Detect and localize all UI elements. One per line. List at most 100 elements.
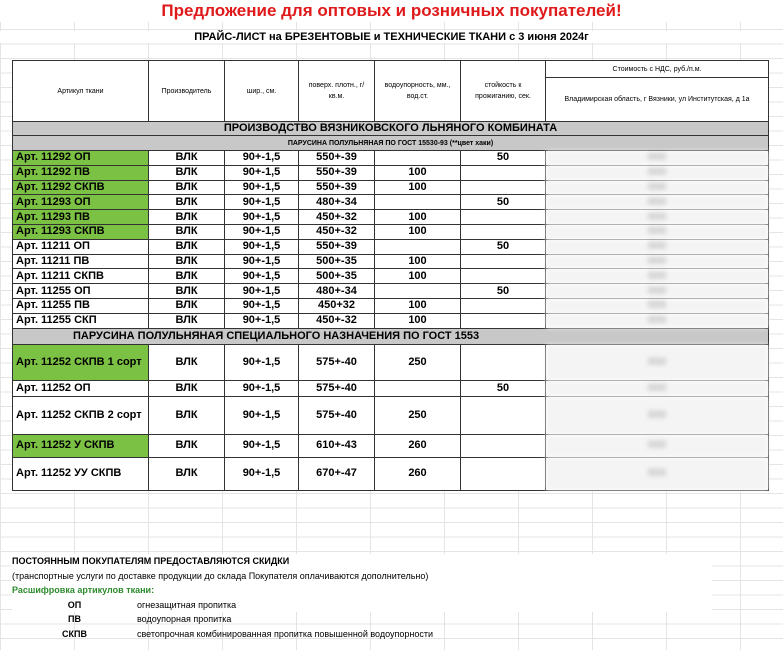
cell-burn: 50 (460, 150, 546, 166)
cell-price: 000 (545, 297, 769, 314)
cell-water: 100 (374, 223, 461, 240)
table-row: Арт. 11252 У СКПВ ВЛК 90+-1,5 610+-43 260 000 (12, 433, 769, 458)
subsection-title: ПАРУСИНА ПОЛУЛЬНЯНАЯ ПО ГОСТ 15530-93 (*… (12, 135, 769, 151)
cell-burn: 50 (460, 379, 546, 397)
cell-water: 100 (374, 209, 461, 225)
cell-price: 000 (545, 456, 769, 491)
cell-burn (460, 297, 546, 314)
cell-art: Арт. 11293 СКПВ (12, 223, 149, 240)
cell-density: 550+-39 (298, 179, 375, 196)
legend-code: ПВ (68, 614, 81, 624)
cell-art: Арт. 11292 ОП (12, 150, 149, 166)
cell-price: 000 (545, 179, 769, 196)
cell-width: 90+-1,5 (224, 238, 299, 255)
cell-maker: ВЛК (148, 194, 225, 211)
cell-price: 000 (545, 150, 769, 166)
subtitle: ПРАЙС-ЛИСТ на БРЕЗЕНТОВЫЕ и ТЕХНИЧЕСКИЕ … (0, 31, 783, 43)
cell-density: 500+-35 (298, 268, 375, 285)
price-table: Артикул ткани Производитель шир., см. по… (12, 60, 769, 491)
cell-price: 000 (545, 194, 769, 211)
cell-water: 100 (374, 268, 461, 285)
cell-price: 000 (545, 312, 769, 329)
cell-density: 450+-32 (298, 209, 375, 225)
cell-art: Арт. 11252 СКПВ 1 сорт (12, 343, 149, 381)
cell-water (374, 194, 461, 211)
cell-burn (460, 268, 546, 285)
table-row: Арт. 11252 СКПВ 1 сорт ВЛК 90+-1,5 575+-40 2… (12, 343, 769, 381)
cell-maker: ВЛК (148, 433, 225, 458)
cell-width: 90+-1,5 (224, 253, 299, 270)
cell-water (374, 150, 461, 166)
cell-maker: ВЛК (148, 283, 225, 299)
header-location: Владимирская область, г Вязники, ул Инст… (545, 77, 769, 122)
header-article: Артикул ткани (12, 60, 149, 122)
table-row: Арт. 11252 ОП ВЛК 90+-1,5 575+-40 50 000 (12, 379, 769, 397)
cell-width: 90+-1,5 (224, 379, 299, 397)
cell-width: 90+-1,5 (224, 343, 299, 381)
cell-price: 000 (545, 268, 769, 285)
cell-maker: ВЛК (148, 343, 225, 381)
table-row: Арт. 11252 СКПВ 2 сорт ВЛК 90+-1,5 575+-40 2… (12, 395, 769, 435)
cell-water: 100 (374, 253, 461, 270)
cell-water: 100 (374, 164, 461, 181)
cell-burn: 50 (460, 283, 546, 299)
cell-art: Арт. 11292 ПВ (12, 164, 149, 181)
cell-art: Арт. 11292 СКПВ (12, 179, 149, 196)
cell-price: 000 (545, 209, 769, 225)
cell-density: 610+-43 (298, 433, 375, 458)
cell-price: 000 (545, 379, 769, 397)
cell-maker: ВЛК (148, 253, 225, 270)
cell-maker: ВЛК (148, 223, 225, 240)
cell-width: 90+-1,5 (224, 433, 299, 458)
cell-maker: ВЛК (148, 209, 225, 225)
cell-density: 550+-39 (298, 164, 375, 181)
cell-price: 000 (545, 283, 769, 299)
cell-price: 000 (545, 223, 769, 240)
table-row: Арт. 11255 ПВ ВЛК 90+-1,5 450+32 100 000 (12, 297, 769, 314)
table-row: Арт. 11292 ПВ ВЛК 90+-1,5 550+-39 100 000 (12, 164, 769, 181)
cell-width: 90+-1,5 (224, 194, 299, 211)
cell-water: 100 (374, 312, 461, 329)
cell-maker: ВЛК (148, 268, 225, 285)
cell-art: Арт. 11252 УУ СКПВ (12, 456, 149, 491)
cell-burn (460, 312, 546, 329)
cell-maker: ВЛК (148, 456, 225, 491)
cell-art: Арт. 11255 СКП (12, 312, 149, 329)
cell-price: 000 (545, 164, 769, 181)
cell-price: 000 (545, 238, 769, 255)
cell-density: 575+-40 (298, 343, 375, 381)
notes: ПОСТОЯННЫМ ПОКУПАТЕЛЯМ ПРЕДОСТАВЛЯЮТСЯ С… (12, 554, 712, 639)
cell-art: Арт. 11211 ОП (12, 238, 149, 255)
cell-price: 000 (545, 433, 769, 458)
cell-art: Арт. 11255 ОП (12, 283, 149, 299)
section-title: ПАРУСИНА ПОЛУЛЬНЯНАЯ СПЕЦИАЛЬНОГО НАЗНАЧ… (12, 327, 769, 345)
header-density: поверх. плотн., г/кв.м. (298, 60, 375, 122)
cell-water (374, 238, 461, 255)
cell-density: 500+-35 (298, 253, 375, 270)
cell-burn (460, 179, 546, 196)
cell-art: Арт. 11293 ОП (12, 194, 149, 211)
legend-item: СКПВ светопрочная комбинированная пропитк… (12, 627, 712, 642)
table-row: Арт. 11292 СКПВ ВЛК 90+-1,5 550+-39 100 000 (12, 179, 769, 196)
legend-title: Расшифровка артикулов ткани: (12, 585, 155, 595)
cell-maker: ВЛК (148, 150, 225, 166)
cell-density: 550+-39 (298, 238, 375, 255)
cell-burn (460, 395, 546, 435)
legend-item: ОП огнезащитная пропитка (12, 598, 712, 613)
cell-burn (460, 164, 546, 181)
header-width: шир., см. (224, 60, 299, 122)
table-row: Арт. 11211 ОП ВЛК 90+-1,5 550+-39 50 000 (12, 238, 769, 255)
cell-art: Арт. 11211 СКПВ (12, 268, 149, 285)
cell-density: 450+-32 (298, 312, 375, 329)
cell-water (374, 283, 461, 299)
cell-density: 480+-34 (298, 283, 375, 299)
table-row: Арт. 11293 СКПВ ВЛК 90+-1,5 450+-32 100 000 (12, 223, 769, 240)
cell-width: 90+-1,5 (224, 223, 299, 240)
table-row: Арт. 11255 ОП ВЛК 90+-1,5 480+-34 50 000 (12, 283, 769, 299)
cell-density: 575+-40 (298, 395, 375, 435)
cell-width: 90+-1,5 (224, 268, 299, 285)
table-row: Арт. 11292 ОП ВЛК 90+-1,5 550+-39 50 000 (12, 150, 769, 166)
cell-maker: ВЛК (148, 238, 225, 255)
table-row: Арт. 11211 ПВ ВЛК 90+-1,5 500+-35 100 000 (12, 253, 769, 270)
cell-water (374, 379, 461, 397)
